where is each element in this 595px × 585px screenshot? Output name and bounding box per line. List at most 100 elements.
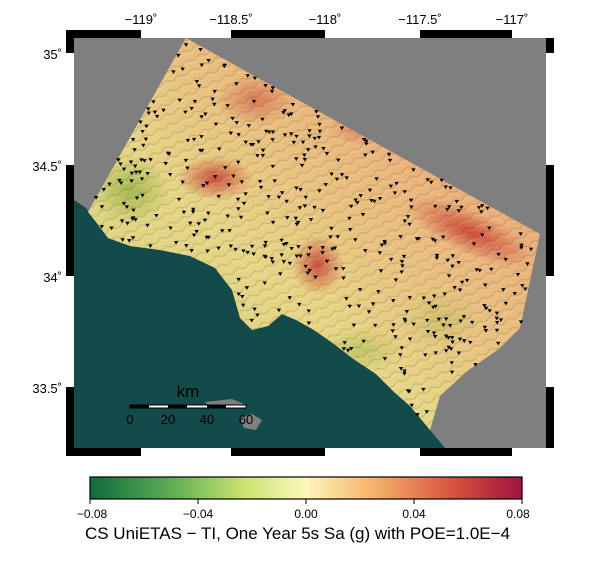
station-marker [361, 137, 367, 142]
station-marker [298, 254, 303, 259]
station-marker [199, 148, 205, 153]
station-marker [146, 111, 151, 116]
station-marker [243, 192, 248, 196]
station-marker [251, 99, 257, 104]
station-marker [402, 219, 407, 224]
station-marker [306, 253, 311, 258]
lat-tick-label: 34.5˚ [32, 159, 62, 174]
station-marker [99, 225, 104, 229]
station-marker [390, 329, 395, 333]
station-marker [464, 278, 470, 283]
station-marker [239, 180, 244, 185]
station-marker [244, 286, 250, 290]
station-marker [216, 194, 221, 199]
station-marker [212, 89, 217, 94]
station-marker [297, 206, 303, 210]
station-marker [117, 178, 122, 183]
station-marker [161, 108, 166, 113]
station-marker [415, 413, 420, 417]
station-marker [303, 264, 308, 269]
station-marker [399, 346, 404, 350]
colorbar-tick-label: −0.08 [77, 507, 108, 521]
station-marker [180, 67, 185, 72]
station-marker [228, 244, 234, 249]
island [240, 414, 262, 430]
station-marker [421, 387, 426, 392]
station-marker [226, 183, 232, 187]
colorbar-tick-label: −0.04 [183, 507, 214, 521]
station-marker [236, 160, 241, 165]
station-marker [316, 135, 322, 140]
station-marker [284, 199, 289, 204]
scale-bar-tick: 60 [239, 412, 253, 427]
station-marker [344, 176, 349, 181]
station-marker [194, 230, 199, 234]
station-marker [425, 178, 430, 182]
station-marker [294, 134, 299, 139]
station-marker [377, 196, 383, 201]
station-marker [133, 170, 139, 175]
station-marker [305, 271, 310, 276]
station-marker [382, 357, 388, 361]
station-marker [402, 190, 407, 194]
station-marker [118, 181, 124, 186]
station-marker [152, 110, 158, 115]
station-marker [411, 168, 416, 172]
station-marker [138, 120, 143, 125]
station-marker [290, 103, 296, 107]
station-marker [426, 301, 432, 306]
station-marker [378, 269, 384, 273]
station-marker [456, 351, 462, 356]
station-marker [238, 215, 244, 220]
station-marker [425, 318, 430, 323]
station-marker [199, 135, 204, 139]
station-marker [291, 140, 297, 145]
station-marker [356, 304, 362, 309]
station-marker [454, 199, 459, 204]
station-marker [258, 185, 264, 190]
station-marker [206, 211, 211, 216]
station-marker [519, 246, 524, 250]
station-marker [494, 328, 500, 333]
station-marker [402, 372, 407, 376]
station-marker [519, 243, 524, 248]
station-marker [448, 347, 454, 352]
station-marker [407, 296, 413, 300]
colorbar-title: CS UniETAS − TI, One Year 5s Sa (g) with… [84, 524, 511, 543]
station-marker [528, 247, 534, 252]
station-marker [373, 323, 378, 328]
station-marker [341, 347, 347, 351]
station-marker [518, 320, 524, 324]
station-marker [494, 311, 500, 316]
station-marker [436, 317, 442, 322]
station-marker [129, 171, 135, 176]
station-marker [196, 84, 202, 88]
station-marker [163, 162, 168, 166]
station-marker [482, 304, 487, 308]
station-marker [267, 130, 272, 135]
station-marker [324, 152, 330, 156]
station-marker [130, 137, 136, 142]
station-marker [347, 304, 352, 309]
station-marker [190, 210, 196, 214]
station-marker [265, 211, 270, 216]
station-marker [349, 346, 354, 351]
station-marker [121, 202, 127, 206]
station-marker [523, 287, 528, 292]
station-marker [260, 117, 265, 122]
station-marker [450, 340, 455, 345]
station-marker [480, 233, 485, 238]
station-marker [459, 280, 465, 285]
station-marker [252, 307, 257, 312]
station-marker [443, 317, 449, 321]
station-marker [446, 345, 451, 350]
station-marker [146, 107, 151, 111]
station-marker [487, 226, 492, 231]
station-marker [398, 353, 403, 357]
station-marker [307, 268, 312, 273]
station-marker [294, 222, 300, 227]
station-marker [339, 173, 345, 177]
station-marker [407, 222, 412, 227]
station-marker [236, 277, 241, 282]
